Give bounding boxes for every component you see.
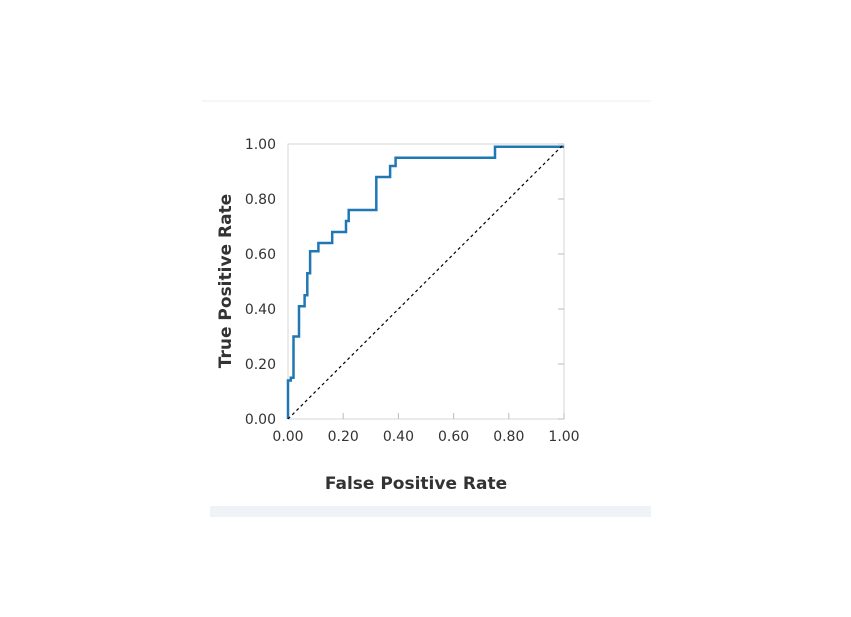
x-axis-title: False Positive Rate <box>325 474 507 494</box>
y-ticks: 0.00 0.20 0.40 0.60 0.80 1.00 <box>245 137 564 428</box>
y-tick-label: 0.00 <box>245 412 276 428</box>
series-layer <box>286 143 565 420</box>
chance-line <box>287 143 565 420</box>
y-tick-label: 0.60 <box>245 247 276 263</box>
y-axis-title: True Positive Rate <box>216 194 236 368</box>
panel-footer <box>210 506 651 517</box>
y-tick-label: 0.80 <box>245 192 276 208</box>
x-tick-label: 0.20 <box>328 429 359 445</box>
y-tick-label: 1.00 <box>245 137 276 153</box>
x-tick-label: 0.00 <box>272 429 303 445</box>
x-tick-label: 0.80 <box>493 429 524 445</box>
x-tick-label: 0.40 <box>383 429 414 445</box>
plot-frame <box>287 143 565 420</box>
top-divider <box>202 100 651 102</box>
y-tick-label: 0.40 <box>245 302 276 318</box>
y-tick-label: 0.20 <box>245 357 276 373</box>
x-ticks: 0.00 0.20 0.40 0.60 0.80 1.00 <box>272 413 580 445</box>
x-tick-label: 1.00 <box>548 429 579 445</box>
x-tick-label: 0.60 <box>438 429 469 445</box>
roc-curve <box>286 145 564 419</box>
